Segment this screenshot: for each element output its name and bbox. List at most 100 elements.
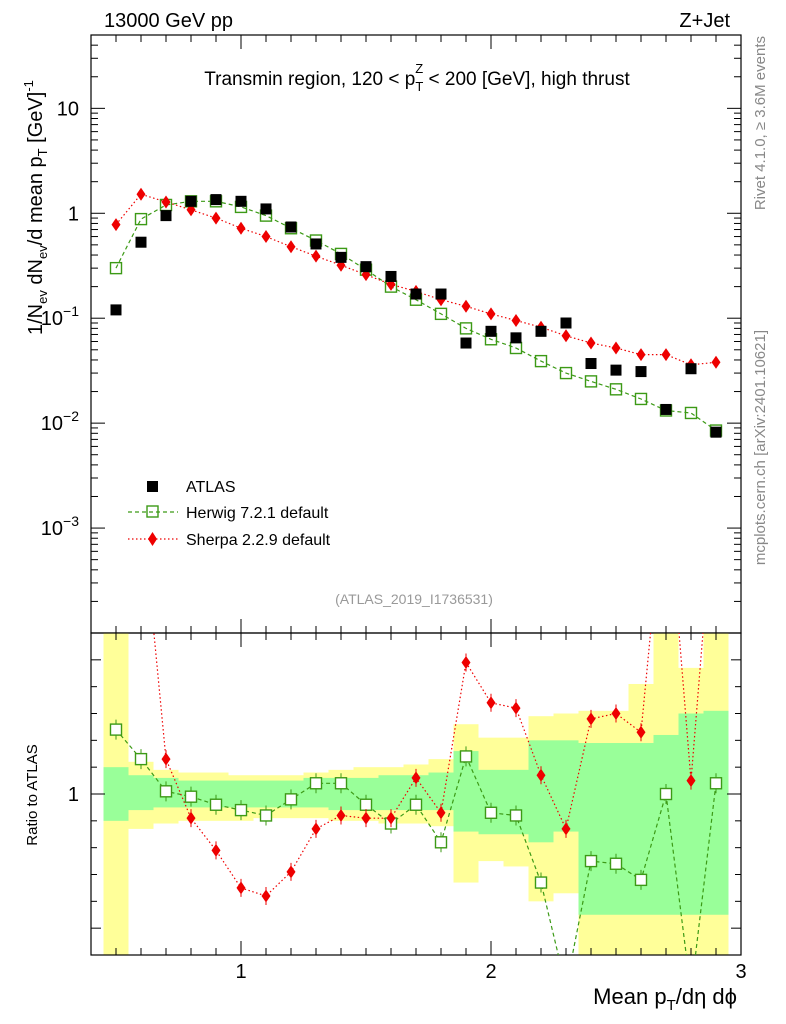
y-tick-label: 10−3: [41, 513, 79, 540]
atlas-point: [685, 363, 697, 375]
atlas-point: [360, 261, 372, 273]
atlas-point: [710, 426, 722, 438]
ratio-sherpa-point: [361, 811, 371, 825]
ratio-band-inner: [253, 780, 279, 808]
ratio-sherpa-point: [286, 865, 296, 879]
ratio-herwig-point: [434, 836, 448, 849]
atlas-point: [235, 195, 247, 207]
atlas-point: [160, 210, 172, 222]
ratio-herwig-point: [409, 798, 423, 811]
atlas-point: [660, 403, 672, 415]
ratio-herwig-point: [109, 723, 123, 736]
ratio-sherpa-point: [561, 822, 571, 836]
atlas-point: [185, 195, 197, 207]
sherpa-point: [486, 307, 496, 321]
sherpa-point: [586, 336, 596, 350]
atlas-point: [335, 251, 347, 263]
ratio-herwig-point: [134, 752, 148, 766]
sherpa-point: [286, 240, 296, 254]
chart-title: Transmin region, 120 < pTZ < 200 [GeV], …: [204, 61, 630, 94]
herwig-point: [684, 406, 698, 420]
legend-herwig-label: Herwig 7.2.1 default: [186, 505, 329, 522]
ratio-sherpa-point: [486, 696, 496, 710]
atlas-point: [610, 364, 622, 376]
herwig-point: [634, 392, 648, 406]
ratio-band-inner: [128, 775, 154, 811]
sherpa-point: [561, 329, 571, 343]
ratio-herwig-point: [659, 787, 673, 801]
herwig-point: [109, 261, 123, 275]
header-right: Z+Jet: [679, 10, 730, 32]
ratio-herwig-point: [259, 809, 273, 822]
herwig-point: [534, 354, 548, 368]
ratio-herwig-point: [309, 777, 323, 790]
ratio-band-inner: [478, 769, 504, 835]
sherpa-point: [636, 348, 646, 362]
legend-atlas-label: ATLAS: [186, 479, 236, 496]
sherpa-point: [711, 355, 721, 369]
ratio-band-inner: [603, 743, 629, 915]
x-tick-label: 1: [235, 961, 246, 983]
legend-atlas-marker: [147, 481, 158, 492]
legend-herwig-marker: [146, 505, 159, 518]
ratio-herwig-point: [484, 806, 498, 819]
sherpa-point: [211, 211, 221, 225]
ratio-band-inner: [528, 740, 554, 843]
sherpa-point: [461, 299, 471, 313]
atlas-point: [285, 221, 297, 233]
ratio-herwig-point: [609, 857, 623, 870]
atlas-point: [485, 325, 497, 337]
sherpa-point: [136, 187, 146, 201]
ratio-herwig-point: [234, 803, 248, 817]
ratio-sherpa-point: [261, 889, 271, 903]
atlas-point: [260, 203, 272, 215]
atlas-point: [635, 366, 647, 378]
y-tick-label: 10: [57, 98, 79, 120]
x-tick-label: 2: [485, 961, 496, 983]
ratio-sherpa-point: [511, 701, 521, 715]
legend: ATLAS Herwig 7.2.1 default Sherpa 2.2.9 …: [128, 479, 331, 549]
sherpa-point: [611, 341, 621, 355]
side-rivet-label: Rivet 4.1.0, ≥ 3.6M events: [752, 36, 769, 210]
ratio-y-tick-label: 1: [68, 784, 79, 806]
side-mcplots-label: mcplots.cern.ch [arXiv:2401.10621]: [752, 330, 769, 565]
legend-sherpa-marker: [148, 532, 157, 546]
ratio-sherpa-point: [236, 881, 246, 895]
ratio-herwig-point: [284, 793, 298, 806]
legend-sherpa-label: Sherpa 2.2.9 default: [186, 532, 331, 549]
atlas-point: [535, 325, 547, 337]
atlas-point: [410, 288, 422, 300]
atlas-point: [210, 194, 222, 206]
ratio-herwig-point: [584, 854, 598, 868]
ratio-herwig-point: [159, 785, 173, 798]
atlas-point: [460, 337, 472, 349]
atlas-point: [110, 304, 122, 316]
ratio-band-inner: [378, 775, 404, 811]
sherpa-point: [161, 195, 171, 209]
ratio-sherpa-point: [461, 656, 471, 670]
ratio-sherpa-point: [636, 725, 646, 739]
y-axis-label: 1/Nev dNev/d mean pT [GeV]-1: [21, 80, 50, 335]
herwig-point: [584, 375, 598, 388]
ratio-herwig-point: [334, 777, 348, 790]
ratio-sherpa-point: [311, 822, 321, 836]
ratio-sherpa-point: [386, 811, 396, 825]
atlas-point: [310, 238, 322, 250]
ratio-herwig-point: [184, 790, 198, 803]
sherpa-point: [261, 230, 271, 244]
sherpa-line: [115, 193, 717, 366]
ratio-band-inner: [653, 734, 679, 915]
ratio-band-inner: [103, 767, 129, 821]
ratio-band-inner: [703, 710, 729, 915]
y-tick-label: 10−2: [41, 408, 79, 435]
ratio-sherpa-point: [211, 843, 221, 857]
atlas-point: [510, 332, 522, 344]
atlas-point: [560, 317, 572, 329]
atlas-point: [385, 270, 397, 282]
sherpa-point: [661, 348, 671, 362]
atlas-point: [435, 288, 447, 300]
herwig-point: [559, 366, 573, 380]
ratio-herwig-point: [359, 798, 373, 811]
